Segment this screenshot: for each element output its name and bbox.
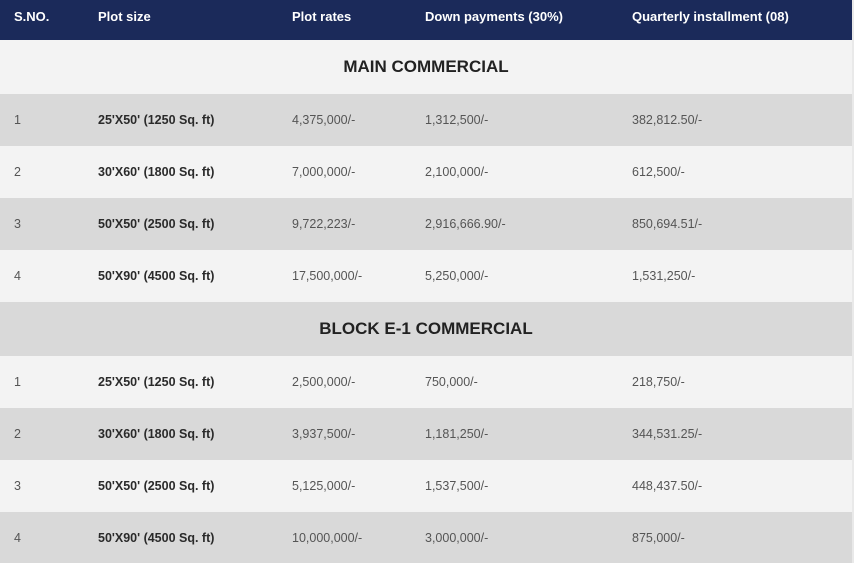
cell-plot-rate: 4,375,000/- xyxy=(292,113,356,127)
cell-plot-rate: 7,000,000/- xyxy=(292,165,356,179)
table-row: 4 50'X90' (4500 Sq. ft) 17,500,000/- 5,2… xyxy=(0,250,852,302)
cell-plot-size: 30'X60' (1800 Sq. ft) xyxy=(98,165,215,179)
cell-plot-size: 50'X50' (2500 Sq. ft) xyxy=(98,217,215,231)
header-sno: S.NO. xyxy=(14,9,50,24)
cell-sno: 1 xyxy=(14,375,21,389)
cell-installment: 612,500/- xyxy=(632,165,685,179)
cell-sno: 2 xyxy=(14,427,21,441)
cell-installment: 850,694.51/- xyxy=(632,217,703,231)
cell-installment: 344,531.25/- xyxy=(632,427,703,441)
table-row: 1 25'X50' (1250 Sq. ft) 4,375,000/- 1,31… xyxy=(0,94,852,146)
cell-installment: 218,750/- xyxy=(632,375,685,389)
cell-plot-rate: 17,500,000/- xyxy=(292,269,363,283)
cell-installment: 448,437.50/- xyxy=(632,479,703,493)
cell-plot-size: 30'X60' (1800 Sq. ft) xyxy=(98,427,215,441)
cell-sno: 1 xyxy=(14,113,21,127)
cell-sno: 3 xyxy=(14,479,21,493)
header-plot-size: Plot size xyxy=(98,9,151,24)
section-title-main-commercial: MAIN COMMERCIAL xyxy=(0,40,852,94)
cell-installment: 382,812.50/- xyxy=(632,113,703,127)
cell-down-payment: 1,181,250/- xyxy=(425,427,489,441)
cell-sno: 4 xyxy=(14,269,21,283)
cell-sno: 2 xyxy=(14,165,21,179)
cell-down-payment: 1,312,500/- xyxy=(425,113,489,127)
cell-plot-rate: 2,500,000/- xyxy=(292,375,356,389)
cell-down-payment: 5,250,000/- xyxy=(425,269,489,283)
cell-sno: 3 xyxy=(14,217,21,231)
cell-plot-rate: 5,125,000/- xyxy=(292,479,356,493)
cell-down-payment: 750,000/- xyxy=(425,375,478,389)
cell-plot-rate: 9,722,223/- xyxy=(292,217,356,231)
cell-plot-size: 50'X90' (4500 Sq. ft) xyxy=(98,269,215,283)
table-row: 2 30'X60' (1800 Sq. ft) 3,937,500/- 1,18… xyxy=(0,408,852,460)
cell-down-payment: 2,100,000/- xyxy=(425,165,489,179)
header-plot-rates: Plot rates xyxy=(292,9,352,24)
table-row: 1 25'X50' (1250 Sq. ft) 2,500,000/- 750,… xyxy=(0,356,852,408)
table-header: S.NO. Plot size Plot rates Down payments… xyxy=(0,0,852,40)
cell-installment: 875,000/- xyxy=(632,531,685,545)
cell-plot-size: 25'X50' (1250 Sq. ft) xyxy=(98,113,215,127)
cell-down-payment: 1,537,500/- xyxy=(425,479,489,493)
cell-plot-size: 50'X90' (4500 Sq. ft) xyxy=(98,531,215,545)
cell-down-payment: 2,916,666.90/- xyxy=(425,217,506,231)
cell-plot-size: 25'X50' (1250 Sq. ft) xyxy=(98,375,215,389)
header-quarterly-installment: Quarterly installment (08) xyxy=(632,9,789,24)
cell-sno: 4 xyxy=(14,531,21,545)
cell-installment: 1,531,250/- xyxy=(632,269,696,283)
header-down-payments: Down payments (30%) xyxy=(425,9,563,24)
cell-plot-size: 50'X50' (2500 Sq. ft) xyxy=(98,479,215,493)
table-row: 2 30'X60' (1800 Sq. ft) 7,000,000/- 2,10… xyxy=(0,146,852,198)
table-row: 4 50'X90' (4500 Sq. ft) 10,000,000/- 3,0… xyxy=(0,512,852,563)
section-title-block-e1-commercial: BLOCK E-1 COMMERCIAL xyxy=(0,302,852,356)
cell-plot-rate: 3,937,500/- xyxy=(292,427,356,441)
cell-plot-rate: 10,000,000/- xyxy=(292,531,363,545)
cell-down-payment: 3,000,000/- xyxy=(425,531,489,545)
table-row: 3 50'X50' (2500 Sq. ft) 5,125,000/- 1,53… xyxy=(0,460,852,512)
table-row: 3 50'X50' (2500 Sq. ft) 9,722,223/- 2,91… xyxy=(0,198,852,250)
